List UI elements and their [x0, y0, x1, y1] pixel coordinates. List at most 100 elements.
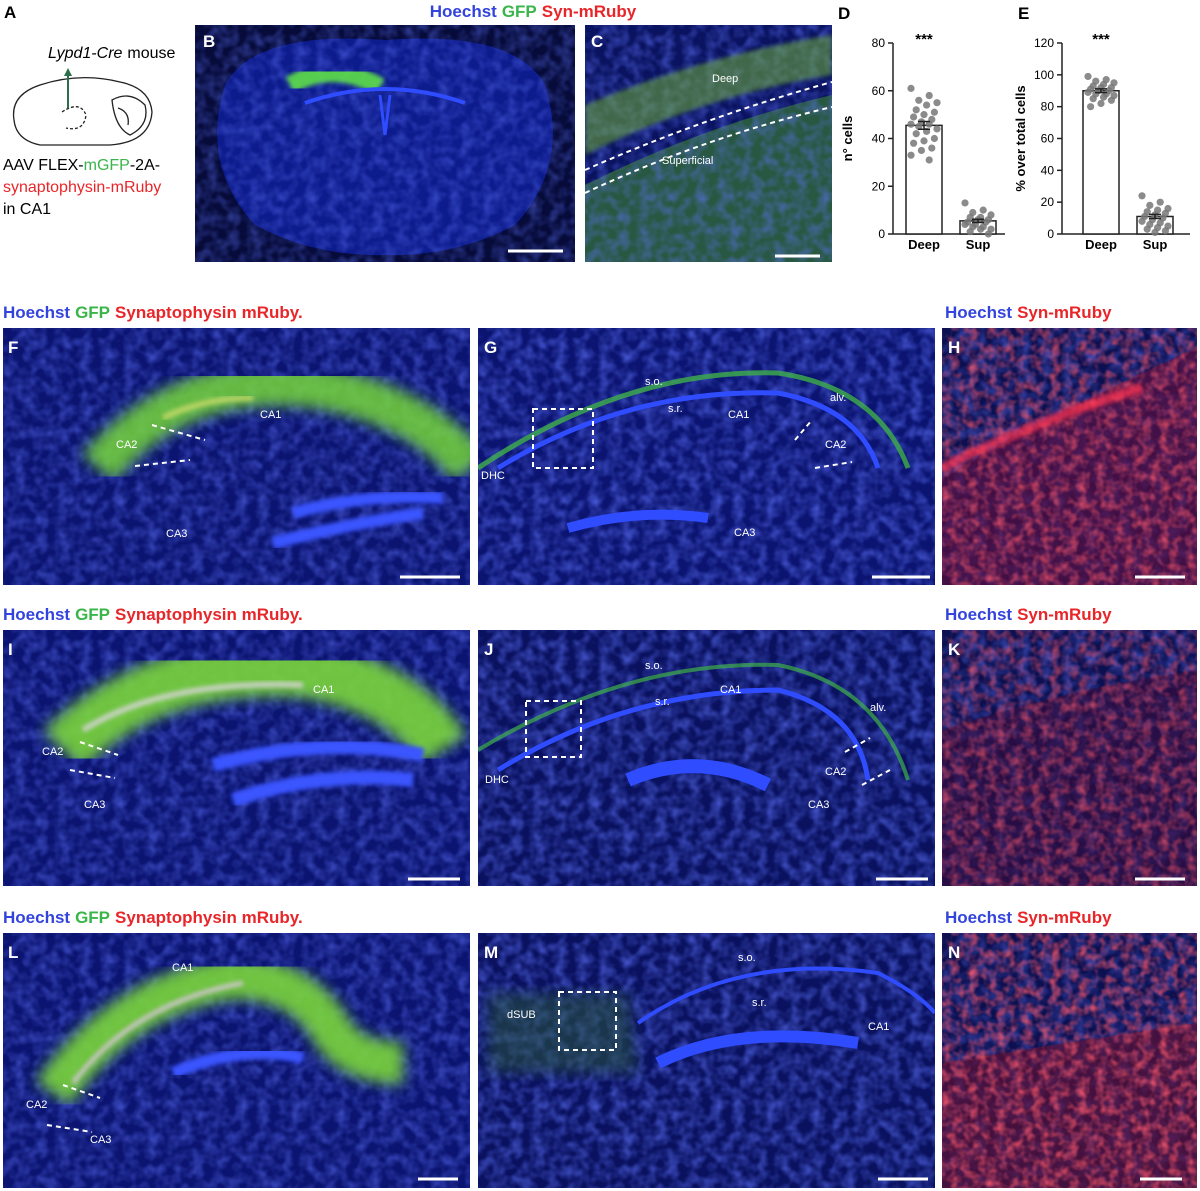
- channel: Hoechst: [3, 605, 70, 624]
- panel-label: G: [484, 338, 497, 357]
- channel: Syn-mRuby: [1017, 303, 1112, 322]
- tissue-path: [378, 94, 392, 136]
- channel: Hoechst: [945, 908, 1012, 927]
- annotation: s.r.: [668, 403, 683, 415]
- data-point: [928, 144, 936, 152]
- tissue-path: [942, 383, 1144, 473]
- micrograph: [585, 25, 832, 262]
- error-bar: [918, 120, 930, 130]
- channel: Synaptophysin mRuby.: [115, 303, 303, 322]
- channel: Hoechst: [945, 605, 1012, 624]
- tissue-path: [496, 687, 871, 781]
- tissue-path: [71, 980, 244, 1085]
- data-point: [912, 106, 920, 114]
- annotation: CA2: [825, 766, 846, 778]
- error-bar: [1149, 213, 1161, 220]
- annotation: CA1: [172, 962, 193, 974]
- micrograph: [942, 328, 1197, 585]
- data-point: [907, 151, 915, 159]
- data-point: [966, 228, 974, 236]
- tissue-path: [304, 87, 466, 105]
- channel: GFP: [75, 303, 110, 322]
- channel: Hoechst: [430, 2, 497, 21]
- mouse-label: Lypd1-Cre mouse: [48, 45, 176, 62]
- y-axis-label: % over total cells: [1013, 85, 1028, 191]
- tissue-path: [64, 68, 72, 76]
- channel: Syn-mRuby: [1017, 605, 1112, 624]
- annotation: CA3: [734, 527, 755, 539]
- tissue-path: [285, 64, 385, 95]
- mouse-drawing: [12, 68, 153, 146]
- panel-label: J: [484, 640, 493, 659]
- tissue-path: [82, 363, 470, 482]
- data-point: [1084, 72, 1092, 81]
- tissue-path: [35, 956, 404, 1106]
- construct-part: AAV FLEX-: [3, 157, 84, 174]
- data-point: [1161, 227, 1169, 235]
- annotation: s.r.: [752, 997, 767, 1009]
- data-point: [1097, 99, 1105, 108]
- data-point: [910, 113, 918, 121]
- boundary: [794, 419, 853, 469]
- annotation: Superficial: [662, 155, 713, 167]
- panel-label: L: [8, 943, 18, 962]
- annotation: CA3: [166, 528, 187, 540]
- channel: Syn-mRuby: [542, 2, 637, 21]
- tissue-path: [12, 77, 153, 146]
- data-point: [915, 96, 923, 104]
- data-point: [961, 220, 969, 229]
- annotation: s.o.: [645, 660, 663, 672]
- y-tick-label: 40: [1041, 163, 1055, 177]
- y-tick-label: 80: [1041, 100, 1055, 114]
- data-point: [923, 101, 931, 109]
- tissue-path: [636, 966, 935, 1025]
- annotation: CA2: [825, 439, 846, 451]
- tissue-path: [81, 681, 304, 733]
- data-point: [1084, 88, 1092, 96]
- data-point: [1089, 95, 1097, 103]
- channel-header: Hoechst GFP Syn-mRuby: [430, 2, 637, 21]
- row-header: Hoechst GFP Synaptophysin mRuby.: [3, 908, 303, 927]
- y-tick-label: 40: [872, 132, 886, 146]
- panel-label: N: [948, 943, 960, 962]
- data-point: [1107, 96, 1115, 104]
- micrograph: [942, 933, 1197, 1188]
- boundary: [46, 1084, 101, 1133]
- channel: Synaptophysin mRuby.: [115, 605, 303, 624]
- significance: ***: [915, 31, 933, 48]
- mouse-word: mouse: [127, 45, 175, 62]
- error-bar: [1095, 88, 1107, 94]
- data-point: [925, 156, 933, 164]
- tissue-path: [488, 993, 638, 1073]
- panel-label: B: [203, 32, 215, 51]
- annotation: Deep: [712, 73, 738, 85]
- panel-label: I: [8, 640, 13, 659]
- panel-label: D: [838, 4, 850, 23]
- channel: GFP: [75, 908, 110, 927]
- data-point: [912, 130, 920, 138]
- panel-label: K: [948, 640, 961, 659]
- data-point: [907, 120, 915, 128]
- bar: [1082, 90, 1120, 235]
- tissue-rect: [478, 328, 935, 585]
- annotation: s.o.: [738, 952, 756, 964]
- data-point: [925, 120, 933, 128]
- tissue-path: [271, 491, 444, 549]
- row-header: Hoechst GFP Synaptophysin mRuby.: [3, 605, 303, 624]
- boundary: [134, 424, 206, 467]
- channel: Hoechst: [3, 303, 70, 322]
- y-tick-label: 20: [1041, 195, 1055, 209]
- annotation: dSUB: [507, 1009, 536, 1021]
- construct-part: in CA1: [3, 201, 51, 218]
- x-tick-label: Sup: [1143, 237, 1168, 252]
- y-tick-label: 120: [1034, 36, 1054, 50]
- micrograph: [3, 328, 470, 585]
- annotation: s.o.: [645, 376, 663, 388]
- tissue-path: [111, 95, 147, 136]
- row-header: Hoechst Syn-mRuby: [945, 908, 1112, 927]
- tissue-path: [496, 390, 881, 471]
- construct: AAV FLEX-mGFP-2A-: [3, 157, 160, 174]
- construct-part: synaptophysin-mRuby: [3, 179, 161, 196]
- y-tick-label: 0: [1047, 227, 1054, 241]
- data-point: [907, 84, 915, 92]
